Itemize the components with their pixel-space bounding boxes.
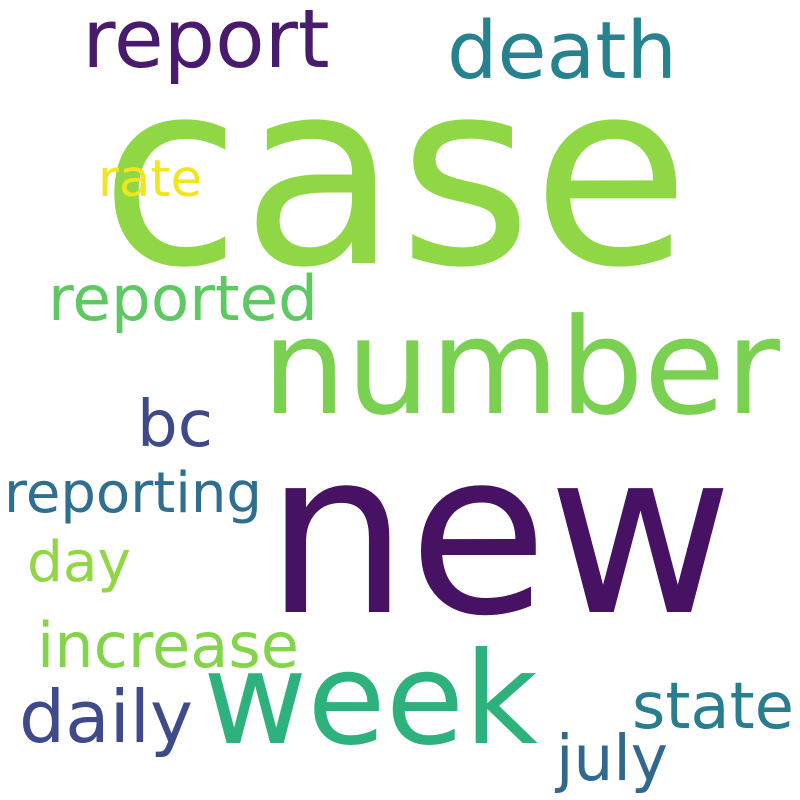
word-number: number bbox=[262, 290, 780, 445]
word-bc: bc bbox=[137, 386, 213, 462]
word-new: new bbox=[265, 403, 733, 667]
word-increase: increase bbox=[37, 608, 299, 682]
word-day: day bbox=[27, 529, 131, 595]
word-july: july bbox=[556, 721, 668, 795]
word-death: death bbox=[447, 4, 677, 98]
word-reporting: reporting bbox=[4, 460, 262, 526]
word-daily: daily bbox=[19, 675, 193, 760]
word-week: week bbox=[203, 625, 538, 774]
word-report: report bbox=[82, 0, 330, 87]
word-reported: reported bbox=[48, 261, 318, 335]
word-rate: rate bbox=[98, 149, 202, 210]
word-case: case bbox=[100, 25, 690, 324]
word-state: state bbox=[632, 670, 794, 745]
